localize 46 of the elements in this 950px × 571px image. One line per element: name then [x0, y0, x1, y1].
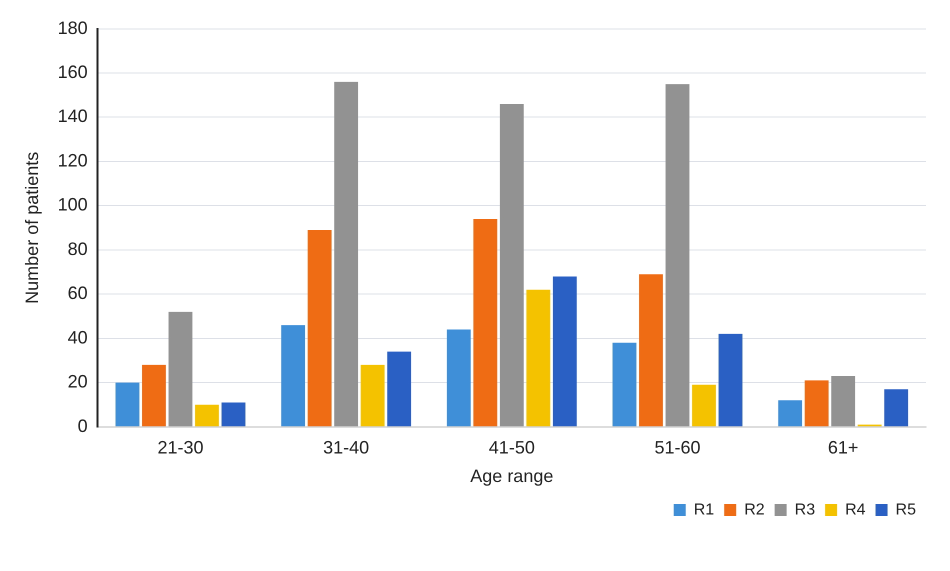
- x-tick-label: 61+: [828, 438, 858, 458]
- bar: [387, 352, 412, 426]
- bar: [718, 334, 742, 426]
- bar: [666, 84, 690, 426]
- x-axis-title: Age range: [470, 466, 554, 486]
- bar: [116, 382, 140, 426]
- y-axis-title: Number of patients: [22, 152, 42, 304]
- bar: [281, 325, 306, 426]
- bar: [334, 82, 358, 426]
- y-tick-label: 140: [58, 106, 88, 126]
- x-tick-label: 31-40: [323, 438, 370, 458]
- y-tick-label: 20: [68, 372, 88, 392]
- bar: [168, 312, 192, 426]
- bar: [884, 389, 908, 426]
- bar: [500, 104, 524, 426]
- bar: [526, 290, 550, 426]
- y-tick-label: 0: [78, 416, 88, 436]
- bar: [639, 274, 663, 426]
- y-tick-label: 100: [58, 194, 88, 215]
- legend-label: R5: [896, 501, 916, 518]
- y-tick-label: 80: [68, 238, 88, 259]
- x-tick-label: 51-60: [654, 438, 701, 458]
- bar: [446, 330, 471, 426]
- x-tick-label: 41-50: [488, 438, 535, 458]
- bar: [612, 342, 636, 426]
- legend-label: R3: [794, 501, 816, 518]
- y-tick-label: 40: [68, 327, 88, 348]
- bar: [804, 380, 829, 426]
- x-tick-label: 21-30: [157, 438, 204, 458]
- legend-label: R1: [694, 501, 714, 518]
- bar: [778, 400, 802, 426]
- bar: [195, 404, 219, 426]
- bar: [142, 364, 166, 426]
- bar: [831, 376, 856, 426]
- bar: [308, 230, 332, 426]
- y-tick-label: 180: [58, 18, 88, 38]
- y-tick-label: 120: [58, 150, 88, 170]
- bar: [360, 364, 385, 426]
- legend-label: R2: [744, 501, 765, 518]
- y-tick-label: 160: [58, 62, 88, 82]
- bar: [552, 276, 577, 426]
- legend-label: R4: [845, 501, 866, 518]
- y-tick-label: 60: [68, 283, 88, 304]
- bar: [473, 218, 498, 426]
- bar: [222, 402, 246, 426]
- bar: [692, 384, 716, 426]
